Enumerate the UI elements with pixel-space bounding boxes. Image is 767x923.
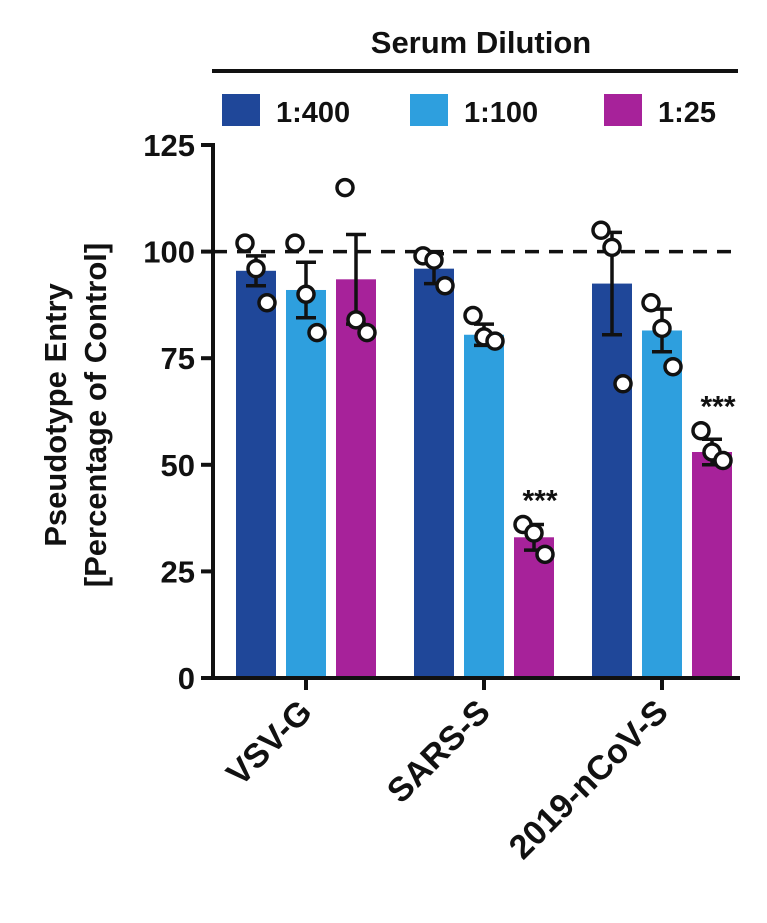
y-axis-label-line1: Pseudotype Entry: [38, 282, 73, 546]
legend-swatch-1-25: [604, 94, 642, 126]
data-point-vsv-g-1-400-1: [235, 233, 255, 253]
legend-label-1-25: 1:25: [658, 97, 716, 129]
data-point-sars-s-1-400-2: [424, 250, 444, 270]
legend-swatch-1-100: [410, 94, 448, 126]
x-tick-label-vsv-g: VSV-G: [219, 693, 319, 793]
bar-2019-ncov-s-1-25: [692, 452, 732, 678]
data-point-vsv-g-1-100-1: [285, 233, 305, 253]
y-tick-label-75: 75: [161, 341, 195, 376]
significance-sars-s: ***: [522, 484, 557, 517]
y-tick-label-25: 25: [161, 554, 195, 589]
x-tick-label-sars-s: SARS-S: [380, 693, 498, 811]
data-point-2019-ncov-s-1-100-1: [641, 293, 661, 313]
data-point-sars-s-1-25-2: [524, 523, 544, 543]
y-axis-label-line2: [Percentage of Control]: [78, 243, 113, 587]
data-point-vsv-g-1-400-3: [257, 293, 277, 313]
data-point-vsv-g-1-25-1: [335, 177, 355, 198]
bar-2019-ncov-s-1-100: [642, 330, 682, 678]
data-point-sars-s-1-100-3: [485, 331, 505, 351]
y-tick-label-50: 50: [161, 448, 195, 483]
bar-2019-ncov-s-1-400: [592, 283, 632, 678]
data-point-vsv-g-1-25-2: [346, 310, 366, 330]
data-point-vsv-g-1-100-2: [296, 284, 316, 304]
annotations-group: *** ***: [522, 391, 735, 518]
bar-vsv-g-1-400: [236, 270, 276, 678]
significance-2019-ncov-s: ***: [700, 391, 735, 424]
y-tick-label-0: 0: [178, 661, 195, 696]
bar-sars-s-1-400: [414, 268, 454, 678]
data-point-sars-s-1-400-3: [435, 275, 455, 296]
data-point-sars-s-1-25-3: [535, 544, 555, 565]
legend-swatch-1-400: [222, 94, 260, 126]
data-point-2019-ncov-s-1-100-2: [652, 318, 672, 339]
data-point-2019-ncov-s-1-400-3: [613, 374, 633, 394]
data-point-vsv-g-1-100-3: [307, 322, 327, 343]
y-axis: 0 25 50 75 100 125: [143, 128, 215, 696]
bar-vsv-g-1-100: [286, 289, 326, 678]
legend: 1:400 1:100 1:25: [222, 94, 716, 129]
x-axis: VSV-G SARS-S 2019-nCoV-S: [211, 676, 740, 867]
data-points-group: [235, 177, 733, 565]
data-point-2019-ncov-s-1-25-1: [691, 420, 711, 441]
y-tick-label-125: 125: [143, 128, 195, 163]
data-point-vsv-g-1-400-2: [246, 258, 266, 279]
bar-vsv-g-1-25: [336, 279, 376, 678]
data-point-2019-ncov-s-1-100-3: [663, 356, 683, 377]
legend-label-1-400: 1:400: [276, 97, 350, 129]
y-tick-label-100: 100: [143, 235, 195, 270]
data-point-2019-ncov-s-1-25-3: [713, 450, 733, 471]
data-point-2019-ncov-s-1-400-2: [602, 237, 622, 258]
bar-sars-s-1-100: [464, 334, 504, 678]
bars-group: [236, 268, 732, 678]
x-tick-label-2019-ncov-s: 2019-nCoV-S: [502, 693, 676, 867]
legend-label-1-100: 1:100: [464, 97, 538, 129]
data-point-sars-s-1-100-1: [463, 305, 483, 326]
chart-header-title: Serum Dilution: [371, 25, 591, 60]
data-point-vsv-g-1-25-3: [357, 322, 377, 343]
data-point-2019-ncov-s-1-400-1: [591, 220, 611, 241]
